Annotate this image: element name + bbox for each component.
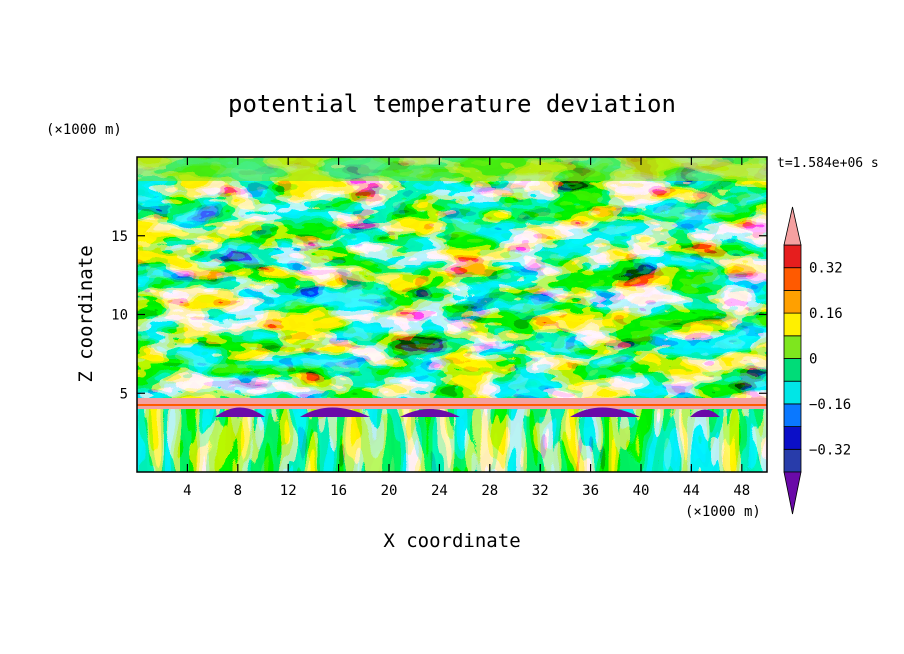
- x-tick-label: 48: [733, 483, 750, 499]
- x-tick-label: 16: [330, 483, 347, 499]
- y-axis-title: Z coordinate: [75, 245, 97, 382]
- x-tick-label: 28: [481, 483, 498, 499]
- x-tick-label: 36: [582, 483, 599, 499]
- y-tick-label: 15: [111, 229, 128, 245]
- colorbar-box: [783, 312, 802, 337]
- colorbar-box: [783, 244, 802, 269]
- x-tick-label: 44: [683, 483, 700, 499]
- x-tick-label: 12: [280, 483, 297, 499]
- x-tick-label: 24: [431, 483, 448, 499]
- x-tick-label: 4: [183, 483, 191, 499]
- x-axis: 4 8 12 16 20 24 28 32 36 40 44 48: [183, 157, 750, 499]
- colorbar-box: [783, 335, 802, 359]
- colorbar-label: 0.32: [809, 261, 843, 277]
- colorbar-box: [783, 380, 802, 405]
- colorbar-label: 0.16: [809, 306, 843, 322]
- colorbar-box: [783, 448, 802, 473]
- contour-field-upper: [137, 157, 767, 407]
- x-tick-label: 8: [234, 483, 242, 499]
- colorbar-label: −0.32: [809, 442, 851, 458]
- interface-layer-edge: [137, 404, 767, 406]
- x-tick-label: 32: [532, 483, 549, 499]
- chart-title: potential temperature deviation: [228, 90, 676, 118]
- colorbar-box: [783, 403, 802, 427]
- colorbar-extend-min: [783, 471, 802, 515]
- colorbar-box: [783, 267, 802, 291]
- colorbar: 0.32 0.16 0 −0.16 −0.32: [783, 206, 851, 515]
- colorbar-box: [783, 426, 802, 450]
- x-tick-label: 40: [633, 483, 650, 499]
- x-axis-title: X coordinate: [383, 530, 520, 552]
- y-tick-label: 5: [120, 386, 128, 402]
- colorbar-extend-max: [783, 206, 802, 246]
- y-unit-label: (×1000 m): [46, 122, 122, 138]
- lower-negative-lobes: [215, 407, 720, 417]
- colorbar-label: −0.16: [809, 397, 851, 413]
- y-axis: 5 10 15: [111, 229, 767, 402]
- time-label: t=1.584e+06 s: [777, 156, 879, 171]
- x-tick-label: 20: [381, 483, 398, 499]
- x-unit-label: (×1000 m): [685, 504, 761, 520]
- colorbar-box: [783, 289, 802, 314]
- upper-weak-band: [137, 157, 767, 181]
- y-tick-label: 10: [111, 308, 128, 324]
- interface-layer: [137, 398, 767, 409]
- colorbar-box: [783, 358, 802, 382]
- colorbar-label: 0: [809, 352, 817, 368]
- contour-field: [137, 157, 767, 472]
